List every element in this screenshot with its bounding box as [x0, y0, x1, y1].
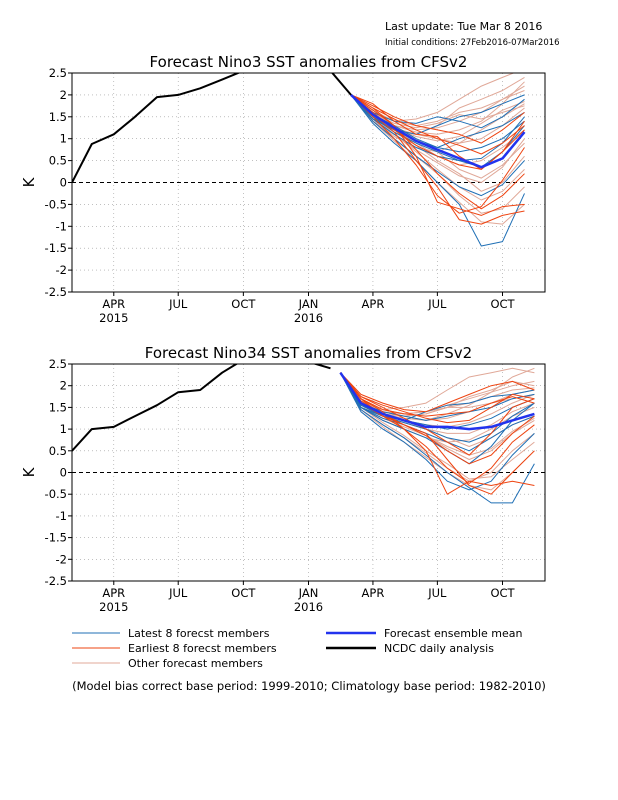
y-axis-label: K — [20, 466, 38, 477]
y-tick-label: -1.5 — [45, 241, 67, 255]
y-tick-label: 0 — [60, 176, 67, 190]
x-tick-label: JUL — [427, 586, 447, 600]
y-tick-label: -0.5 — [45, 487, 67, 501]
x-tick-label: APR — [102, 297, 125, 311]
y-tick-label: -0.5 — [45, 197, 67, 211]
initial-conditions-text: Initial conditions: 27Feb2016-07Mar2016 — [385, 38, 560, 48]
x-tick-label: APR — [102, 586, 125, 600]
y-tick-label: -2.5 — [45, 574, 67, 588]
footnote: (Model bias correct base period: 1999-20… — [72, 679, 546, 693]
x-tick-label: OCT — [231, 297, 256, 311]
y-tick-label: 0.5 — [49, 154, 67, 168]
latest-member-line — [339, 372, 535, 465]
latest-member-line — [339, 372, 535, 421]
x-tick-year-label: 2015 — [99, 600, 128, 614]
y-tick-label: -1.5 — [45, 531, 67, 545]
latest-member-line — [350, 94, 525, 168]
y-tick-label: -2 — [56, 263, 67, 277]
latest-member-line — [339, 372, 535, 491]
y-tick-label: 1.5 — [49, 110, 67, 124]
latest-member-line — [339, 372, 535, 504]
x-tick-label: OCT — [490, 297, 515, 311]
earliest-member-line — [340, 372, 535, 456]
legend: Latest 8 forecst members Earliest 8 fore… — [72, 627, 523, 670]
y-tick-label: 1 — [60, 422, 67, 436]
latest-member-line — [339, 372, 535, 452]
y-tick-label: 2 — [60, 88, 67, 102]
earliest-member-line — [350, 94, 525, 155]
x-tick-label: OCT — [490, 586, 515, 600]
chart-title: Forecast Nino3 SST anomalies from CFSv2 — [150, 53, 468, 71]
earliest-member-line — [340, 372, 535, 424]
analysis-line — [72, 73, 352, 183]
y-tick-label: 1 — [60, 132, 67, 146]
y-tick-label: 1.5 — [49, 400, 67, 414]
x-tick-label: OCT — [231, 586, 256, 600]
last-update-text: Last update: Tue Mar 8 2016 — [385, 20, 542, 33]
y-tick-label: -1 — [56, 219, 67, 233]
analysis-line — [72, 364, 331, 452]
earliest-member-line — [340, 372, 535, 417]
y-tick-label: -2 — [56, 552, 67, 566]
latest-member-line — [350, 94, 525, 135]
y-tick-label: 2.5 — [49, 66, 67, 80]
earliest-member-line — [350, 94, 525, 216]
plot-frame — [71, 72, 546, 293]
ensemble-mean-line — [350, 93, 526, 169]
earliest-member-line — [350, 94, 525, 214]
y-axis-label: K — [20, 176, 38, 187]
other-member-line — [350, 94, 525, 129]
y-tick-label: 0.5 — [49, 444, 67, 458]
x-tick-label: JAN — [298, 297, 319, 311]
legend-earliest-label: Earliest 8 forecst members — [128, 642, 277, 655]
x-tick-label: JUL — [168, 586, 188, 600]
earliest-member-line — [350, 94, 525, 144]
y-tick-label: 2.5 — [49, 357, 67, 371]
y-tick-label: 2 — [60, 379, 67, 393]
y-tick-label: -1 — [56, 509, 67, 523]
legend-other-label: Other forecast members — [128, 657, 263, 670]
x-tick-year-label: 2016 — [294, 311, 323, 325]
x-tick-label: JAN — [298, 586, 319, 600]
other-member-line — [350, 94, 525, 192]
plot-frame — [71, 363, 546, 582]
x-tick-label: APR — [362, 586, 385, 600]
earliest-member-line — [350, 94, 525, 210]
x-tick-year-label: 2016 — [294, 600, 323, 614]
other-member-line — [339, 372, 535, 491]
x-tick-year-label: 2015 — [99, 311, 128, 325]
legend-latest-label: Latest 8 forecst members — [128, 627, 270, 640]
x-tick-label: JUL — [427, 297, 447, 311]
other-member-line — [339, 367, 535, 411]
y-tick-label: 0 — [60, 466, 67, 480]
latest-member-line — [350, 94, 525, 247]
chart-title: Forecast Nino34 SST anomalies from CFSv2 — [145, 344, 472, 362]
x-tick-label: APR — [362, 297, 385, 311]
latest-member-line — [350, 94, 525, 153]
legend-analysis-label: NCDC daily analysis — [384, 642, 494, 655]
legend-mean-label: Forecast ensemble mean — [384, 627, 523, 640]
nino3-chart: Forecast Nino3 SST anomalies from CFSv2 K… — [20, 53, 546, 325]
y-tick-label: -2.5 — [45, 285, 67, 299]
nino34-chart: Forecast Nino34 SST anomalies from CFSv2… — [20, 344, 546, 614]
x-tick-label: JUL — [168, 297, 188, 311]
earliest-member-line — [340, 372, 535, 413]
ensemble-mean-line — [339, 372, 535, 431]
